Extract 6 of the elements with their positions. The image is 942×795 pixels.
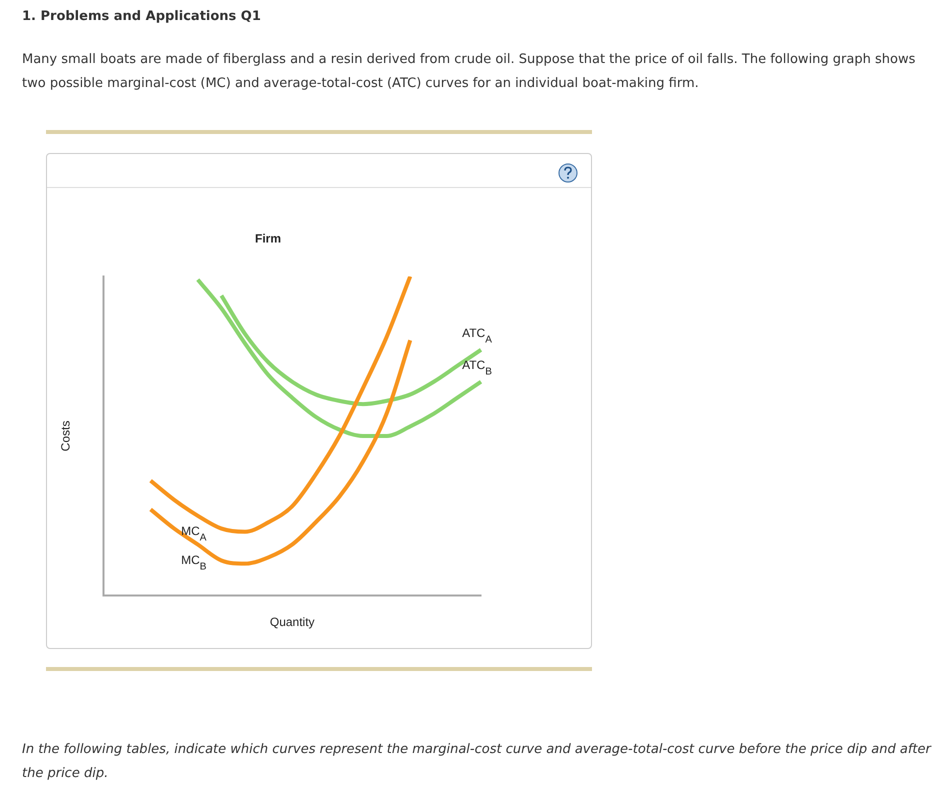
x-axis-title: Quantity bbox=[270, 615, 315, 630]
text: In the following tables, indicate which curves represent the marginal-cost curve and average-total-cost curve before the price dip and after the price dip. bbox=[22, 741, 932, 783]
text: 1. Problems and Applications Q1 bbox=[22, 9, 261, 24]
y-axis-title: Costs bbox=[58, 420, 73, 452]
text: Many small boats are made of fiberglass and a resin derived from crude oil. Suppose that the price of oil falls. The following graph shows two possible marginal-cost (MC) and average-total-cost (ATC) curves for an individual boat-making firm. bbox=[22, 51, 916, 93]
chart-title: Firm bbox=[254, 232, 282, 246]
